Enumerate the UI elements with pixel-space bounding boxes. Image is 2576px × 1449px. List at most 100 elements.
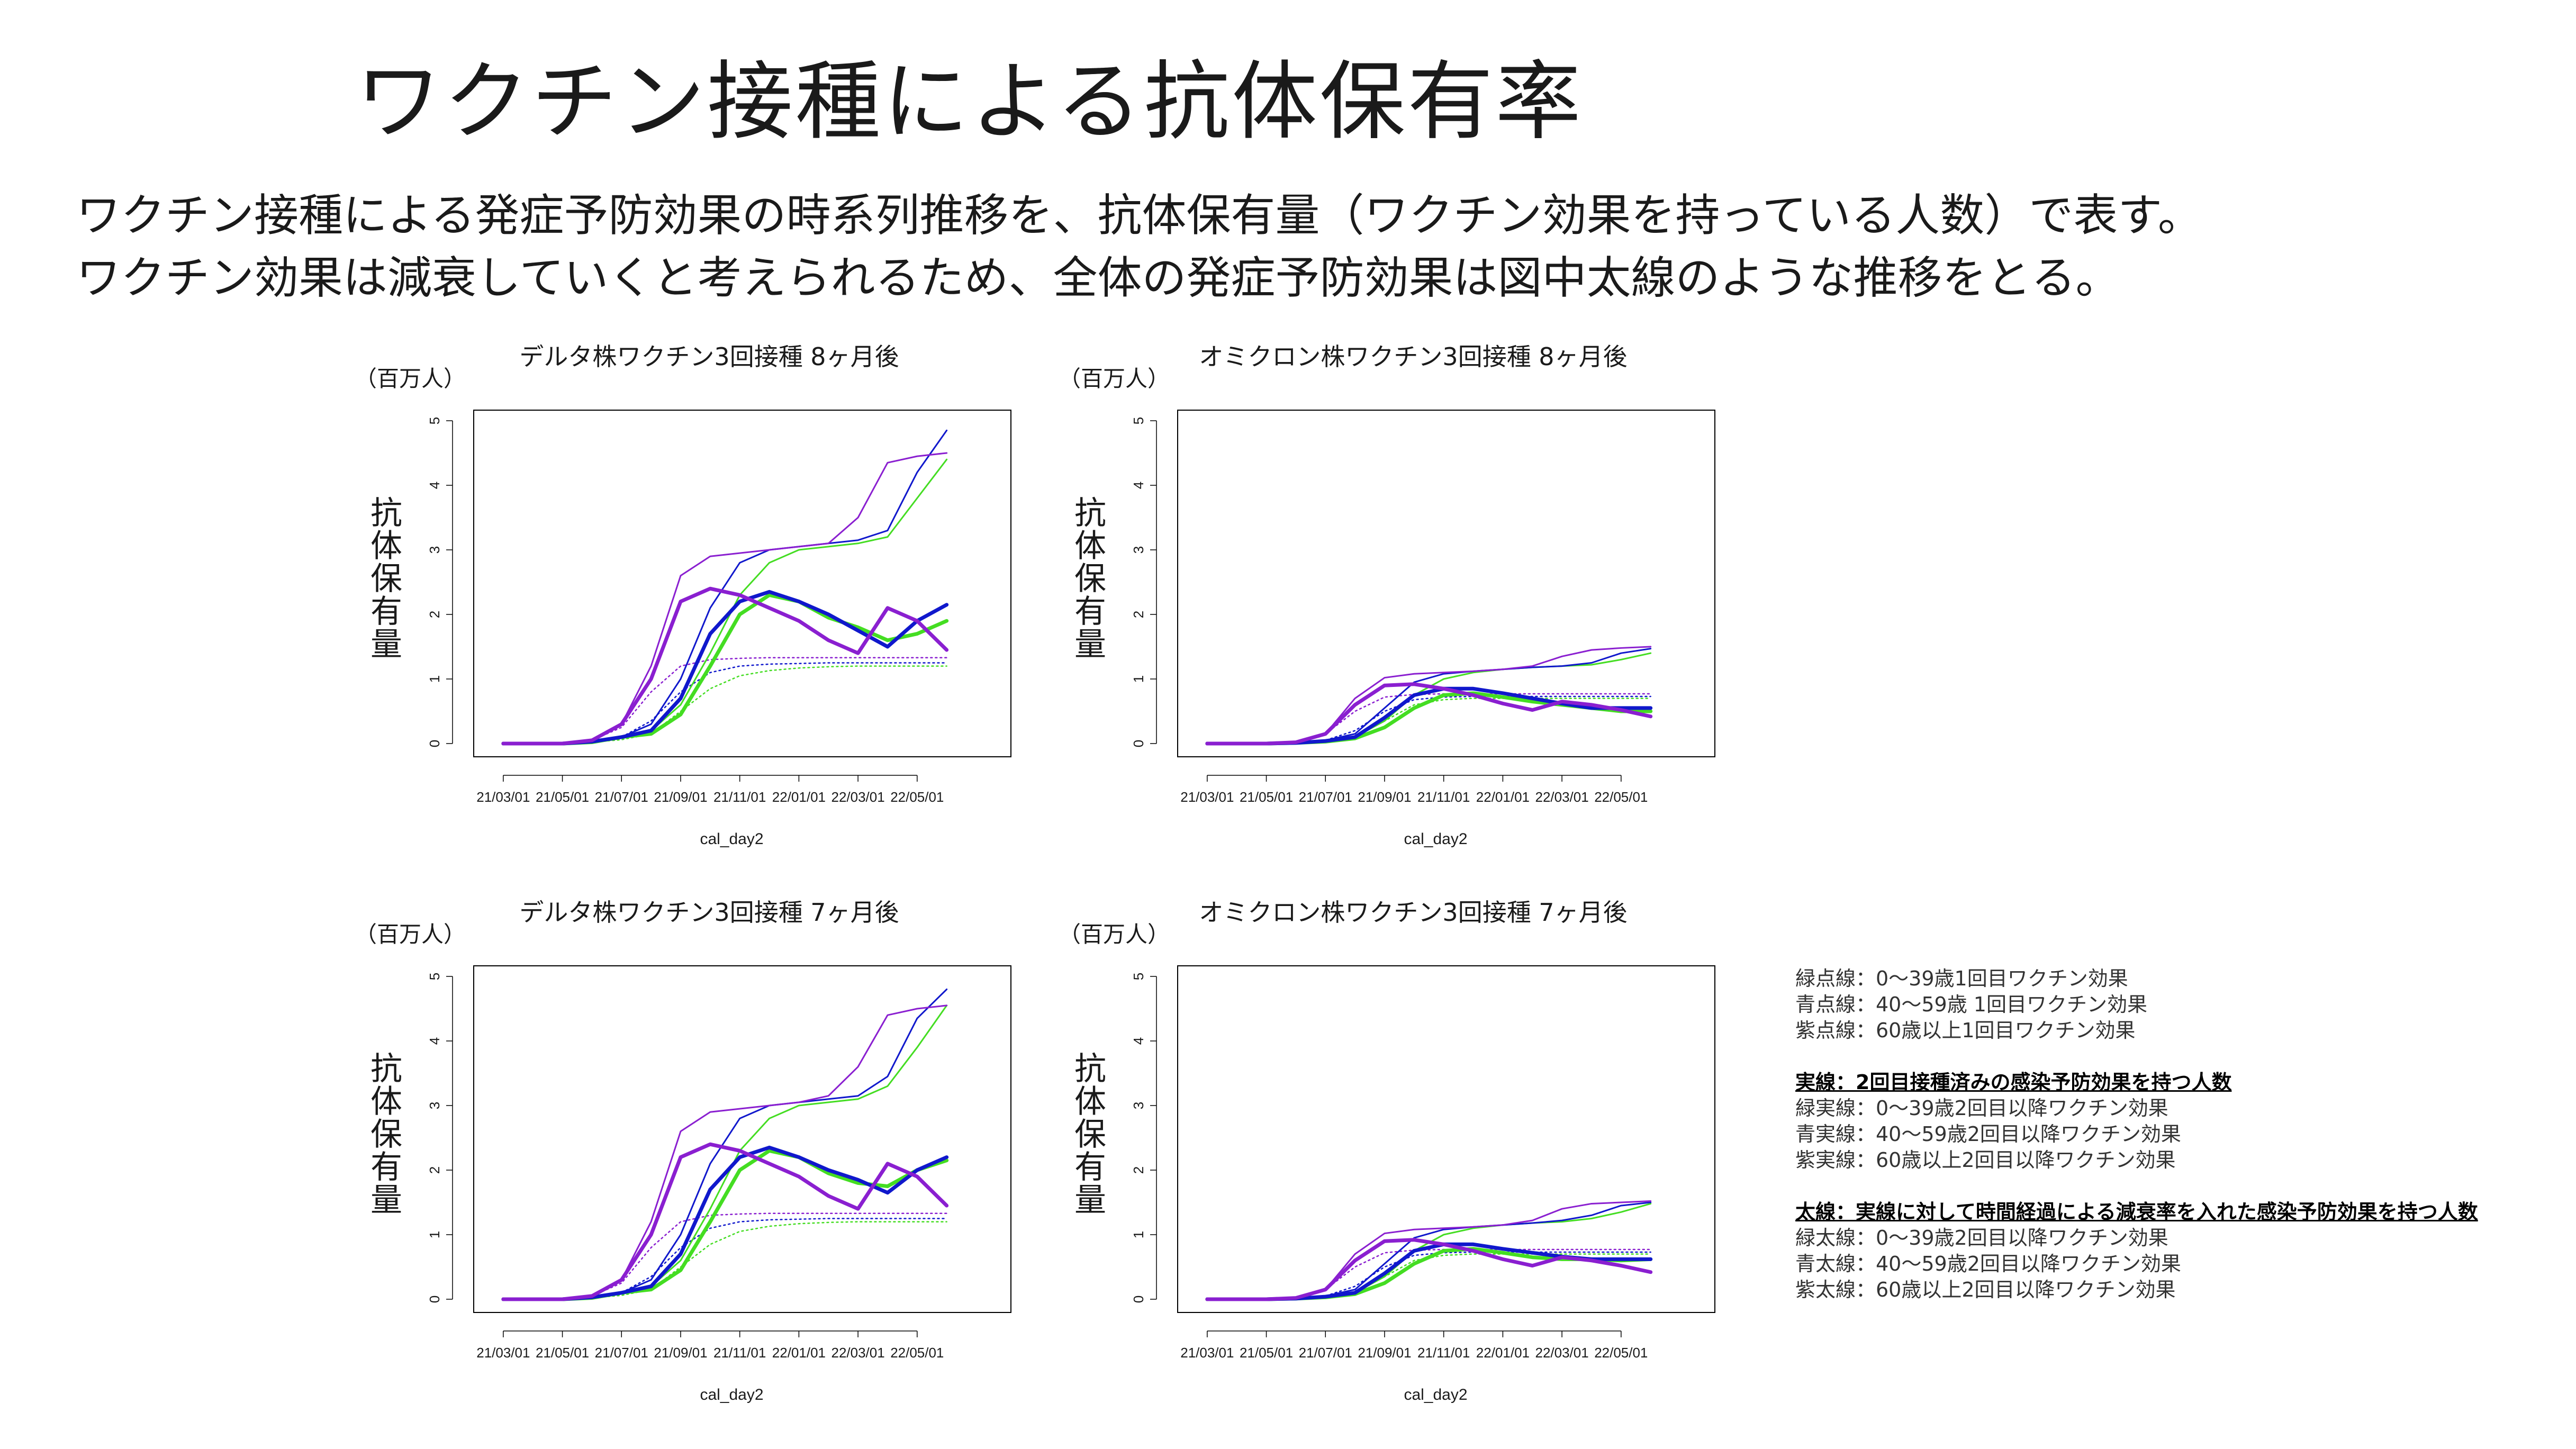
y-tick-label: 5 (427, 973, 442, 980)
plot-frame (473, 965, 1011, 1313)
x-axis-label: cal_day2 (700, 1386, 763, 1403)
series-green-thin (502, 458, 948, 745)
x-tick-label: 21/03/01 (476, 789, 530, 805)
x-tick-label: 21/03/01 (1180, 789, 1234, 805)
y-tick-label: 0 (1131, 740, 1146, 747)
series-blue-dotted (502, 662, 947, 745)
x-tick-label: 21/11/01 (713, 1345, 766, 1361)
series-purple-thin (1206, 646, 1652, 745)
chart-delta-8-months: デルタ株ワクチン3回接種 8ヶ月後 （百万人） 抗体保有量 0 1 2 3 4 5 21/03/0… (360, 333, 1037, 863)
x-tick-label: 22/03/01 (1535, 789, 1588, 805)
y-axis-label-char: 抗 (1074, 495, 1106, 532)
series-purple-dotted (1206, 1248, 1651, 1300)
series-purple-thick (501, 586, 949, 746)
series-blue-thick (501, 590, 949, 746)
y-tick-label: 0 (427, 740, 442, 747)
x-tick-label: 22/05/01 (890, 1345, 944, 1361)
x-tick-label: 21/05/01 (1240, 1345, 1293, 1361)
plot-frame (473, 410, 1011, 757)
x-tick-label: 21/07/01 (1299, 789, 1352, 805)
y-tick-label: 2 (1131, 611, 1146, 618)
y-tick-label: 2 (427, 1166, 442, 1174)
unit-label: （百万人） (360, 366, 466, 392)
y-axis-label-char: 抗 (1074, 1050, 1106, 1088)
legend-solid-blue: 青実線：40〜59歳2回目以降ワクチン効果 (1795, 1122, 2181, 1146)
y-axis-label-char: 抗 (370, 495, 402, 532)
series-green-thin (502, 1004, 948, 1300)
series-purple-thin (502, 452, 948, 745)
y-axis-label-char: 有 (370, 593, 402, 630)
x-tick-label: 22/01/01 (772, 789, 826, 805)
y-axis-label-char: 保 (1074, 1116, 1106, 1153)
y-axis-label-char: 量 (1074, 1182, 1106, 1219)
y-axis-label-char: 有 (1074, 593, 1106, 630)
chart-title: オミクロン株ワクチン3回接種 7ヶ月後 (1199, 898, 1627, 927)
x-tick-label: 21/03/01 (476, 1345, 530, 1361)
legend-solid-purple: 紫実線：60歳以上2回目以降ワクチン効果 (1795, 1148, 2176, 1172)
x-tick-label: 21/11/01 (1417, 789, 1470, 805)
unit-label: （百万人） (1064, 921, 1170, 947)
y-tick-label: 2 (427, 611, 442, 618)
legend-thick-green: 緑太線：0〜39歳2回目以降ワクチン効果 (1795, 1226, 2168, 1249)
plot-frame (1177, 965, 1715, 1313)
x-tick-label: 22/05/01 (1594, 1345, 1648, 1361)
x-tick-label: 21/03/01 (1180, 1345, 1234, 1361)
x-tick-label: 21/07/01 (1299, 1345, 1352, 1361)
y-tick-label: 3 (427, 546, 442, 554)
series-purple-thick (1205, 1238, 1653, 1301)
series-blue-dotted (502, 1218, 947, 1300)
series-purple-thick (1205, 682, 1653, 746)
chart-delta-7-months: デルタ株ワクチン3回接種 7ヶ月後 （百万人） 抗体保有量 0 1 2 3 4 5 21/03/0… (360, 889, 1037, 1418)
x-tick-label: 21/07/01 (595, 789, 648, 805)
x-tick-label: 21/11/01 (1417, 1345, 1470, 1361)
chart-delta-7-months-svg: デルタ株ワクチン3回接種 7ヶ月後 （百万人） 抗体保有量 0 1 2 3 4 5 21/03/0… (360, 898, 1011, 1403)
page-subtitle: ワクチン接種による発症予防効果の時系列推移を、抗体保有量（ワクチン効果を持ってい… (76, 184, 2202, 309)
x-tick-label: 22/01/01 (1476, 789, 1530, 805)
chart-title: オミクロン株ワクチン3回接種 8ヶ月後 (1199, 342, 1627, 371)
x-tick-label: 22/03/01 (831, 789, 884, 805)
legend-solid-header: 実線：2回目接種済みの感染予防効果を持つ人数 (1795, 1071, 2232, 1094)
x-tick-label: 22/05/01 (1594, 789, 1648, 805)
legend-thick-purple: 紫太線：60歳以上2回目以降ワクチン効果 (1795, 1278, 2176, 1301)
x-tick-label: 22/05/01 (890, 789, 944, 805)
page-title: ワクチン接種による抗体保有率 (356, 52, 1584, 152)
y-axis-label-char: 有 (370, 1149, 402, 1186)
y-tick-label: 3 (427, 1102, 442, 1109)
x-axis-label: cal_day2 (1404, 1386, 1467, 1403)
chart-omicron-7-months-svg: オミクロン株ワクチン3回接種 7ヶ月後 （百万人） 抗体保有量 0 1 2 3 4 5 21/03… (1064, 898, 1715, 1403)
y-tick-label: 1 (427, 675, 442, 683)
x-tick-label: 21/09/01 (1358, 1345, 1411, 1361)
y-tick-label: 4 (1131, 482, 1146, 489)
x-tick-label: 21/05/01 (536, 1345, 589, 1361)
y-tick-label: 1 (427, 1231, 442, 1238)
y-tick-label: 4 (1131, 1037, 1146, 1045)
chart-title: デルタ株ワクチン3回接種 7ヶ月後 (519, 898, 899, 927)
legend-thick-blue: 青太線：40〜59歳2回目以降ワクチン効果 (1795, 1252, 2181, 1275)
legend-dotted-blue: 青点線：40〜59歳 1回目ワクチン効果 (1795, 993, 2147, 1016)
series-green-thick (1205, 691, 1653, 746)
subtitle-line-2: ワクチン効果は減衰していくと考えられるため、全体の発症予防効果は図中太線のような… (76, 252, 2120, 304)
y-axis-label-char: 体 (1074, 528, 1106, 565)
chart-omicron-8-months: オミクロン株ワクチン3回接種 8ヶ月後 （百万人） 抗体保有量 0 1 2 3 4 5 21/03… (1064, 333, 1741, 863)
x-tick-label: 22/01/01 (1476, 1345, 1530, 1361)
y-tick-label: 5 (1131, 417, 1146, 424)
y-axis-label-char: 保 (370, 1116, 402, 1153)
series-purple-dotted (502, 1212, 947, 1300)
chart-delta-8-months-svg: デルタ株ワクチン3回接種 8ヶ月後 （百万人） 抗体保有量 0 1 2 3 4 5 21/03/0… (360, 342, 1011, 848)
series-blue-thin (502, 988, 948, 1300)
series-purple-thick (501, 1142, 949, 1301)
x-tick-label: 21/05/01 (536, 789, 589, 805)
series-green-thick (1205, 1247, 1653, 1301)
x-tick-label: 22/01/01 (772, 1345, 826, 1361)
y-tick-label: 5 (427, 417, 442, 424)
x-tick-label: 21/09/01 (1358, 789, 1411, 805)
x-tick-label: 21/07/01 (595, 1345, 648, 1361)
y-axis-label-char: 保 (1074, 560, 1106, 597)
x-axis-label: cal_day2 (1404, 830, 1467, 848)
x-tick-label: 21/11/01 (713, 789, 766, 805)
y-axis-label-char: 有 (1074, 1149, 1106, 1186)
series-blue-thick (501, 1145, 949, 1301)
y-tick-label: 1 (1131, 675, 1146, 683)
y-axis-label-char: 体 (370, 528, 402, 565)
y-tick-label: 1 (1131, 1231, 1146, 1238)
